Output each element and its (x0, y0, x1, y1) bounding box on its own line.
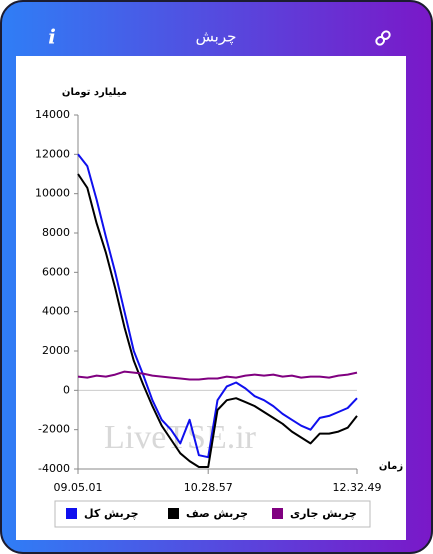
y-tick-label: 12000 (35, 147, 70, 160)
series-line (77, 153, 358, 459)
header-title: چربش (196, 28, 237, 46)
y-tick-label: -2000 (38, 423, 70, 436)
y-tick-label: -4000 (38, 462, 70, 475)
x-tick-label: 10.28.57 (184, 481, 233, 494)
legend-swatch (66, 508, 77, 519)
legend-label: چربش صف (186, 507, 248, 520)
y-tick-label: 2000 (42, 344, 70, 357)
y-tick-label: 8000 (42, 226, 70, 239)
watermark: LiveTSE.ir (104, 419, 257, 456)
y-tick-label: 0 (63, 383, 70, 396)
legend-label: چربش جاری (290, 507, 357, 520)
y-axis-label: میلیارد تومان (62, 87, 127, 98)
info-button[interactable]: i (48, 25, 56, 49)
y-tick-label: 6000 (42, 265, 70, 278)
y-tick-label: 4000 (42, 305, 70, 318)
y-tick-label: 14000 (35, 108, 70, 121)
legend (54, 500, 371, 528)
x-tick-label: 09.05.01 (54, 481, 103, 494)
legend-swatch (168, 508, 179, 519)
chart-panel (16, 56, 406, 540)
y-tick-label: 10000 (35, 187, 70, 200)
x-tick-label: 12.32.49 (333, 481, 382, 494)
series-line (77, 173, 358, 468)
link-button[interactable] (375, 30, 391, 46)
legend-label: چربش کل (84, 507, 139, 520)
x-axis-label: زمان (379, 461, 403, 472)
series-line (77, 370, 358, 381)
legend-swatch (272, 508, 283, 519)
link-icon (380, 30, 391, 41)
